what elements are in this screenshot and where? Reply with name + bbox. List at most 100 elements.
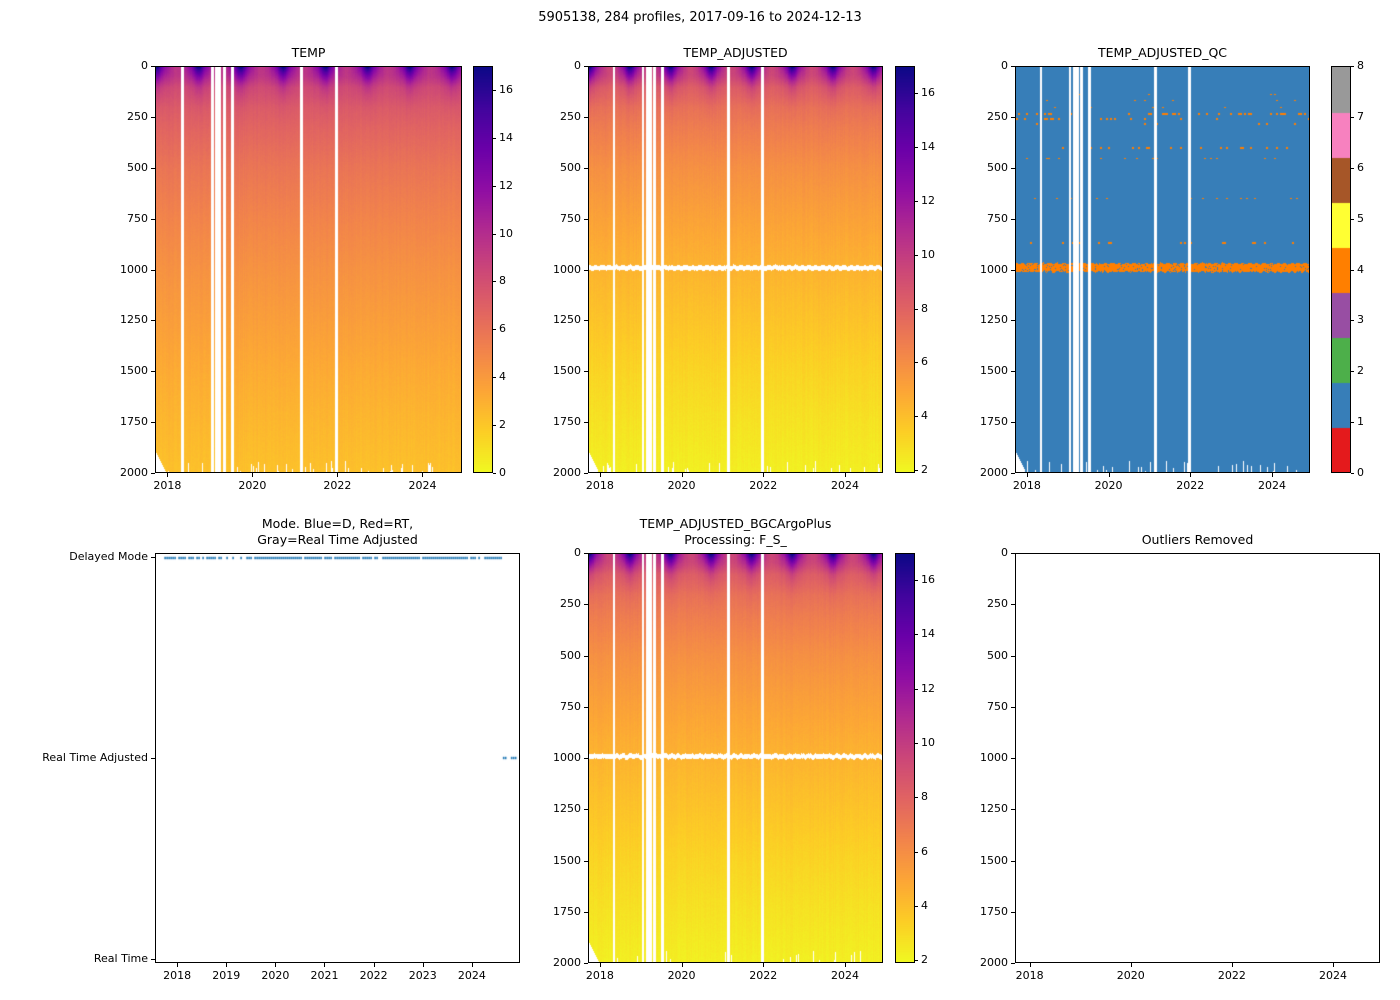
- temp-cbar-tick: [493, 425, 496, 427]
- temp-adjusted-bgc-cbar-tick-label: 12: [921, 681, 935, 695]
- temp-adjusted-qc-ytick: [1011, 269, 1015, 271]
- temp-xtick: [422, 473, 424, 477]
- temp-cbar-tick: [493, 185, 496, 187]
- temp-adjusted-bgc-ytick-label: 750: [560, 699, 581, 713]
- temp-adjusted-bgc-ytick: [584, 553, 588, 554]
- mode-xtick: [471, 963, 473, 967]
- temp-adjusted-title: TEMP_ADJUSTED: [683, 45, 787, 61]
- temp-adjusted-qc-xtick: [1026, 473, 1028, 477]
- temp-ytick: [151, 422, 155, 424]
- outliers-removed-ytick-label: 750: [987, 699, 1008, 713]
- temp-adjusted-cbar-tick: [915, 362, 918, 364]
- temp-adjusted-qc-ytick: [1011, 320, 1015, 322]
- temp-adjusted-qc-cbar-tick: [1351, 422, 1354, 424]
- temp-adjusted-bgc-ytick-label: 1250: [553, 802, 581, 816]
- temp-adjusted-qc-xtick-label: 2018: [1012, 479, 1041, 492]
- temp-xtick: [252, 473, 254, 477]
- temp-adjusted-colorbar: [895, 66, 915, 473]
- temp-xtick-label: 2018: [153, 479, 182, 492]
- temp-cbar-tick-label: 12: [499, 178, 513, 192]
- temp-adjusted-ytick-label: 1500: [553, 364, 581, 378]
- temp-adjusted-qc-cbar-tick-label: 7: [1357, 109, 1364, 123]
- temp-adjusted-ytick: [584, 320, 588, 322]
- mode-ytick-label: Real Time Adjusted: [42, 751, 148, 764]
- outliers-removed-xtick: [1130, 963, 1132, 967]
- temp-title-line-0: TEMP: [291, 45, 326, 60]
- temp-adjusted-bgc-title-line-0: TEMP_ADJUSTED_BGCArgoPlus: [639, 516, 832, 531]
- temp-adjusted-ytick-label: 1000: [553, 262, 581, 276]
- temp-ytick: [151, 66, 155, 67]
- mode-xtick-label: 2020: [261, 969, 290, 982]
- mode-ytick: [151, 557, 155, 559]
- temp-adjusted-plot-canvas: [589, 67, 882, 472]
- temp-adjusted-qc-cbar-tick-label: 4: [1357, 262, 1364, 276]
- temp-adjusted-qc-cbar-tick: [1351, 218, 1354, 220]
- temp-adjusted-bgc-ytick: [584, 604, 588, 606]
- temp-adjusted-bgc-ytick: [584, 706, 588, 708]
- mode-xtick: [324, 963, 326, 967]
- temp-adjusted-ytick: [584, 473, 588, 474]
- mode-xtick-label: 2022: [359, 969, 388, 982]
- temp-ytick-label: 750: [127, 211, 148, 225]
- mode-xtick-label: 2023: [408, 969, 437, 982]
- temp-adjusted-bgc-cbar-tick-label: 16: [921, 573, 935, 587]
- temp-adjusted-qc-ytick-label: 250: [987, 109, 1008, 123]
- temp-cbar-tick-label: 10: [499, 226, 513, 240]
- temp-adjusted-ytick: [584, 167, 588, 169]
- temp-adjusted-qc-xtick: [1272, 473, 1273, 477]
- temp-adjusted-bgc-xtick: [763, 963, 765, 967]
- temp-adjusted-bgc-ytick: [584, 963, 588, 964]
- temp-adjusted-bgc-cbar-tick: [915, 851, 918, 853]
- temp-adjusted-title-line-0: TEMP_ADJUSTED: [683, 45, 788, 60]
- temp-cbar-tick: [493, 377, 496, 379]
- temp-adjusted-bgc-cbar-tick: [915, 905, 918, 907]
- temp-adjusted-bgc-ytick-label: 1500: [553, 853, 581, 867]
- temp-axes: [155, 66, 462, 473]
- mode-ytick: [151, 758, 155, 759]
- outliers-removed-xtick-label: 2020: [1116, 969, 1145, 982]
- temp-adjusted-bgc-ytick-label: 1000: [553, 751, 581, 764]
- temp-adjusted-qc-title: TEMP_ADJUSTED_QC: [1098, 45, 1227, 61]
- temp-ytick-label: 1750: [120, 415, 148, 429]
- temp-adjusted-bgc-cbar-tick-label: 2: [921, 953, 928, 967]
- temp-adjusted-qc-ytick-label: 1750: [980, 415, 1008, 429]
- temp-adjusted-bgc-cbar-tick: [915, 580, 918, 582]
- temp-adjusted-qc-cbar-tick: [1351, 473, 1354, 474]
- outliers-removed-ytick: [1011, 706, 1015, 708]
- temp-adjusted-bgc-xtick-label: 2020: [667, 969, 696, 982]
- temp-adjusted-qc-ytick: [1011, 422, 1015, 424]
- temp-adjusted-qc-cbar-tick-label: 6: [1357, 160, 1364, 174]
- outliers-removed-title-line-0: Outliers Removed: [1141, 532, 1254, 547]
- outliers-removed-ytick: [1011, 809, 1015, 811]
- temp-adjusted-ytick: [584, 116, 588, 118]
- outliers-removed-ytick: [1011, 604, 1015, 606]
- outliers-removed-ytick-label: 1750: [980, 904, 1008, 918]
- temp-ytick: [151, 218, 155, 220]
- mode-xtick-label: 2018: [163, 969, 192, 982]
- temp-adjusted-cbar-tick-label: 16: [921, 85, 935, 99]
- temp-adjusted-bgc-cbar-tick: [915, 743, 918, 745]
- temp-adjusted-qc-cbar-tick-label: 1: [1357, 415, 1364, 429]
- temp-adjusted-qc-plot-canvas: [1016, 67, 1309, 472]
- temp-adjusted-qc-cbar-tick: [1351, 371, 1354, 373]
- temp-adjusted-bgc-ytick: [584, 809, 588, 811]
- outliers-removed-ytick: [1011, 860, 1015, 862]
- temp-adjusted-bgc-xtick-label: 2018: [585, 969, 614, 982]
- temp-adjusted-bgc-title: TEMP_ADJUSTED_BGCArgoPlus Processing: F_S…: [640, 516, 832, 548]
- temp-xtick-label: 2020: [238, 479, 267, 492]
- temp-adjusted-qc-cbar-tick: [1351, 269, 1354, 271]
- temp-adjusted-qc-title-line-0: TEMP_ADJUSTED_QC: [1097, 45, 1228, 60]
- temp-adjusted-cbar-tick-label: 2: [921, 463, 928, 477]
- temp-adjusted-bgc-colorbar-canvas: [896, 554, 914, 962]
- mode-xtick: [226, 963, 228, 967]
- outliers-removed-ytick-label: 0: [1001, 546, 1008, 559]
- temp-adjusted-qc-ytick-label: 2000: [980, 466, 1008, 479]
- outliers-removed-xtick-label: 2024: [1318, 969, 1347, 982]
- outliers-removed-axes: [1015, 553, 1380, 963]
- temp-cbar-tick: [493, 281, 496, 283]
- mode-xtick: [373, 963, 375, 967]
- temp-adjusted-qc-cbar-tick-label: 3: [1357, 313, 1364, 327]
- mode-xtick-label: 2024: [457, 969, 486, 982]
- temp-adjusted-qc-ytick: [1011, 218, 1015, 220]
- temp-cbar-tick-label: 6: [499, 322, 506, 336]
